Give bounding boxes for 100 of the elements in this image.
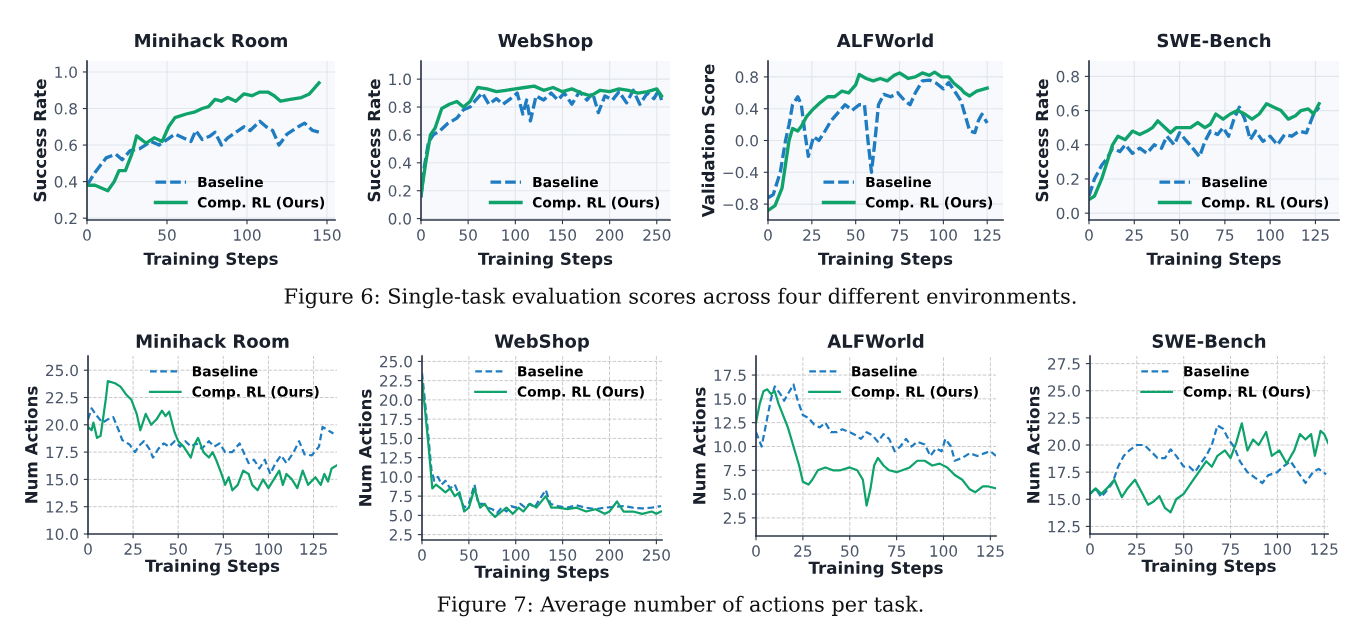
y-tick-label: 2.5	[389, 529, 412, 541]
x-tick-label: 0	[84, 543, 92, 555]
x-tick-label: 0	[752, 545, 760, 557]
x-tick-label: 75	[1216, 229, 1234, 241]
y-tick-label: 25.0	[380, 355, 412, 368]
y-tick-label: 20.0	[380, 394, 412, 406]
line-series	[756, 388, 996, 507]
x-tick-label: 125	[1311, 543, 1338, 555]
y-tick-label: 0.0	[735, 134, 758, 147]
y-tick-label: 0.8	[1056, 70, 1079, 83]
legend-label: Baseline	[518, 365, 583, 377]
x-tick-label: 100	[1257, 229, 1284, 241]
x-tick-label: 125	[1302, 229, 1329, 241]
legend-label: Baseline	[533, 176, 598, 188]
y-tick-label: 20.0	[46, 419, 78, 431]
x-tick-label: 100	[234, 229, 261, 241]
y-tick-label: 7.5	[723, 464, 746, 477]
y-axis-title: Num Actions	[358, 389, 372, 506]
legend-label: Comp. RL (Ours)	[865, 196, 993, 211]
y-tick-label: 12.5	[1048, 520, 1080, 533]
chart-title: SWE-Bench	[1152, 333, 1266, 348]
y-tick-label: 22.5	[1048, 412, 1080, 424]
x-tick-label: 250	[642, 549, 670, 561]
y-tick-label: 17.5	[1048, 466, 1080, 479]
y-tick-label: 5.0	[723, 488, 746, 501]
legend-label: Baseline	[198, 176, 263, 188]
x-tick-label: 50	[459, 229, 477, 241]
y-tick-label: 12.5	[380, 452, 412, 464]
line-series	[1090, 422, 1328, 514]
legend-label: Baseline	[1184, 365, 1249, 377]
x-tick-label: 25	[1128, 543, 1146, 555]
y-tick-label: −0.4	[723, 166, 759, 179]
y-tick-label: 2.5	[723, 512, 746, 524]
y-axis-title: Success Rate	[33, 79, 47, 202]
x-tick-label: 25	[1125, 229, 1143, 241]
x-tick-label: 0	[1085, 229, 1093, 241]
y-tick-label: 27.5	[1048, 358, 1080, 370]
line-series	[87, 81, 321, 193]
y-tick-label: 15.0	[714, 393, 746, 405]
chart-title: Minihack Room	[135, 33, 287, 48]
y-tick-label: 0.6	[388, 129, 412, 141]
legend-label: Baseline	[852, 365, 917, 377]
x-tick-label: 250	[643, 229, 671, 241]
y-tick-label: 0.2	[54, 212, 77, 225]
line-series	[87, 119, 321, 187]
x-tick-label: 50	[158, 229, 176, 241]
x-tick-label: 150	[314, 229, 341, 241]
y-tick-label: 0.6	[54, 139, 78, 152]
y-tick-label: 22.5	[380, 375, 412, 387]
y-tick-label: 0.4	[735, 103, 759, 115]
line-series	[88, 407, 335, 476]
x-tick-label: 75	[891, 229, 908, 241]
y-tick-label: 20.0	[1048, 439, 1080, 452]
y-tick-label: 1.0	[55, 66, 77, 78]
chart-title: WebShop	[498, 33, 593, 51]
legend-label: Comp. RL (Ours)	[851, 386, 978, 400]
y-axis-title: Success Rate	[367, 79, 381, 202]
x-tick-label: 50	[847, 229, 865, 241]
x-tick-label: 100	[930, 229, 957, 241]
caption: Figure 7: Average number of actions per task.	[437, 595, 923, 617]
x-tick-label: 75	[888, 545, 906, 557]
x-tick-label: 25	[803, 229, 821, 241]
y-tick-label: 25.0	[46, 364, 78, 377]
y-tick-label: 0.6	[1056, 105, 1080, 117]
x-tick-label: 0	[1086, 543, 1094, 555]
legend-label: Comp. RL (Ours)	[1183, 386, 1310, 400]
x-axis-title: Training Steps	[1146, 252, 1281, 269]
y-tick-label: 5.0	[389, 509, 412, 522]
x-tick-label: 150	[549, 229, 577, 241]
x-axis-title: Training Steps	[808, 561, 943, 578]
y-tick-label: 0.0	[388, 213, 411, 225]
x-tick-label: 125	[300, 543, 327, 555]
x-tick-label: 100	[1264, 543, 1291, 555]
x-tick-label: 0	[417, 229, 425, 241]
x-tick-label: 150	[549, 549, 577, 561]
y-tick-label: 12.5	[714, 417, 746, 429]
x-tick-label: 50	[1171, 229, 1189, 241]
legend-label: Comp. RL (Ours)	[1201, 196, 1329, 211]
chart-title: ALFWorld	[827, 333, 924, 348]
y-axis-title: Num Actions	[692, 387, 706, 504]
x-tick-label: 25	[124, 543, 142, 555]
y-axis-title: Validation Score	[701, 64, 715, 218]
x-tick-label: 100	[255, 543, 282, 555]
x-axis-title: Training Steps	[145, 559, 280, 576]
line-series	[756, 383, 996, 462]
legend-label: Comp. RL (Ours)	[532, 196, 660, 211]
y-axis-title: Success Rate	[1035, 79, 1049, 202]
x-tick-label: 0	[83, 229, 91, 241]
x-tick-label: 125	[977, 545, 1004, 557]
x-tick-label: 125	[974, 229, 1001, 241]
x-axis-title: Training Steps	[143, 252, 278, 269]
chart-title: SWE-Bench	[1157, 33, 1271, 48]
y-axis-title: Num Actions	[24, 386, 38, 503]
y-tick-label: 17.5	[714, 369, 746, 382]
legend-label: Comp. RL (Ours)	[197, 196, 325, 211]
x-tick-label: 100	[930, 545, 958, 557]
legend-label: Baseline	[1202, 176, 1267, 188]
x-tick-label: 100	[502, 229, 529, 241]
y-tick-label: 0.8	[388, 101, 411, 114]
y-tick-label: 22.5	[46, 391, 78, 404]
